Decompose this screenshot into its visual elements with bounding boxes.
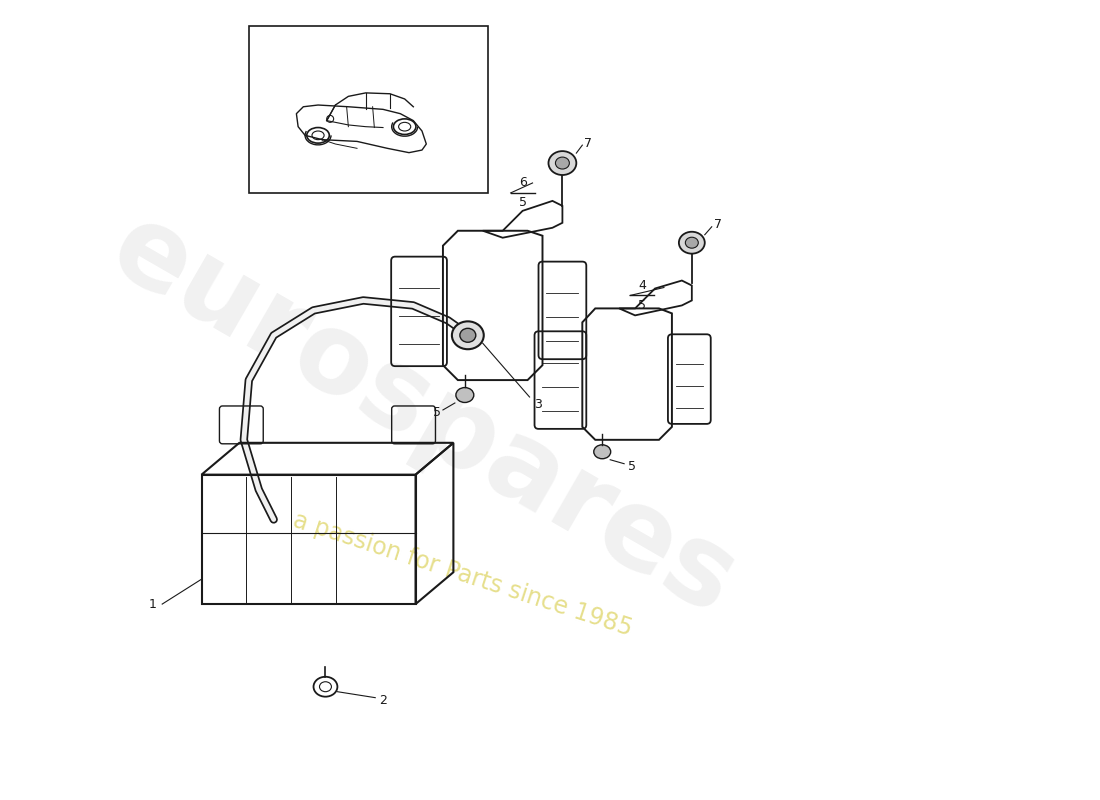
Ellipse shape xyxy=(685,238,698,248)
Ellipse shape xyxy=(460,328,476,342)
Ellipse shape xyxy=(679,232,705,254)
Bar xyxy=(249,26,487,193)
Text: 6: 6 xyxy=(518,177,527,190)
Text: 5: 5 xyxy=(433,406,441,419)
Text: 3: 3 xyxy=(534,398,541,411)
Text: 5: 5 xyxy=(628,460,636,474)
Text: a passion for Parts since 1985: a passion for Parts since 1985 xyxy=(290,508,636,641)
Ellipse shape xyxy=(594,445,610,458)
Text: 7: 7 xyxy=(714,218,722,231)
Ellipse shape xyxy=(556,157,570,169)
Ellipse shape xyxy=(452,322,484,350)
Text: eurospares: eurospares xyxy=(92,193,755,637)
Text: 2: 2 xyxy=(379,694,387,707)
Text: 4: 4 xyxy=(638,279,646,292)
Ellipse shape xyxy=(549,151,576,175)
Text: 5: 5 xyxy=(638,299,646,312)
Text: 7: 7 xyxy=(584,137,592,150)
Text: 5: 5 xyxy=(518,196,527,210)
Ellipse shape xyxy=(455,387,474,402)
Text: 1: 1 xyxy=(148,598,156,610)
